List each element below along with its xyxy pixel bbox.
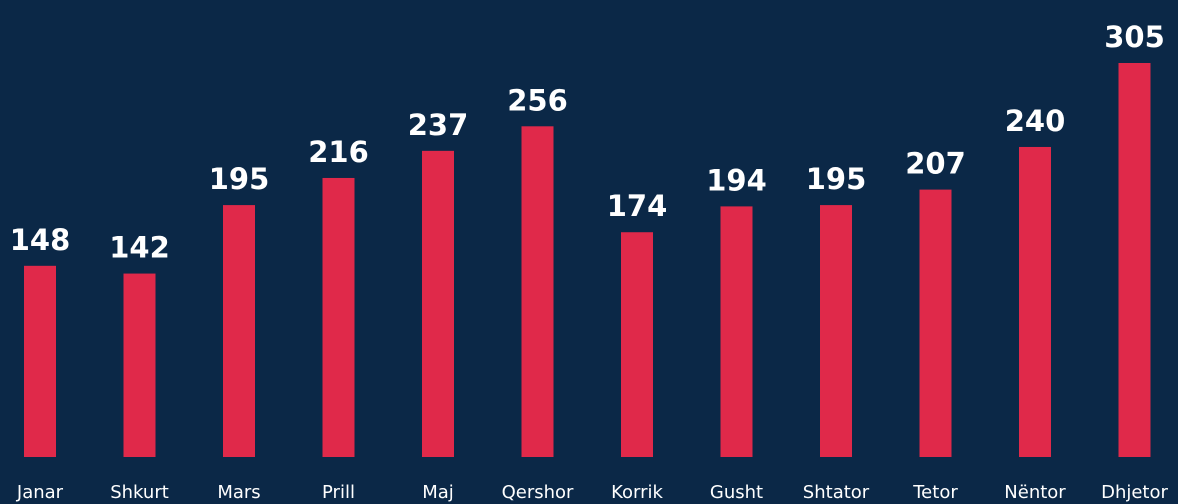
x-tick-label: Dhjetor <box>1101 482 1168 503</box>
value-label: 207 <box>905 147 966 181</box>
x-tick-label: Shkurt <box>110 482 169 503</box>
x-tick-label: Tetor <box>912 482 958 503</box>
x-tick-label: Korrik <box>611 482 663 503</box>
value-label: 195 <box>806 162 867 196</box>
x-tick-label: Mars <box>217 482 260 503</box>
value-label: 148 <box>10 223 71 257</box>
x-tick-label: Prill <box>322 482 355 503</box>
value-label: 216 <box>308 135 369 169</box>
x-tick-label: Gusht <box>710 482 763 503</box>
bar <box>720 206 753 457</box>
bar <box>322 177 355 457</box>
value-label: 194 <box>706 163 767 197</box>
value-label: 237 <box>408 108 469 142</box>
bar <box>1118 63 1151 457</box>
bar <box>820 205 852 457</box>
value-label: 256 <box>507 83 568 117</box>
bar <box>123 273 156 457</box>
x-tick-label: Shtator <box>803 482 870 503</box>
value-label: 240 <box>1005 104 1066 138</box>
bar <box>521 126 554 457</box>
value-label: 174 <box>607 189 668 223</box>
bar <box>422 150 454 457</box>
bar <box>621 232 653 457</box>
value-label: 195 <box>209 162 270 196</box>
bar <box>919 189 952 457</box>
x-tick-label: Nëntor <box>1004 482 1066 503</box>
value-label: 142 <box>109 231 170 265</box>
x-tick-label: Janar <box>16 482 64 503</box>
bar <box>24 265 56 457</box>
bar <box>223 205 255 457</box>
x-tick-label: Qershor <box>502 482 574 503</box>
x-tick-label: Maj <box>422 482 454 503</box>
value-label: 305 <box>1104 20 1165 54</box>
bar <box>1019 146 1051 457</box>
